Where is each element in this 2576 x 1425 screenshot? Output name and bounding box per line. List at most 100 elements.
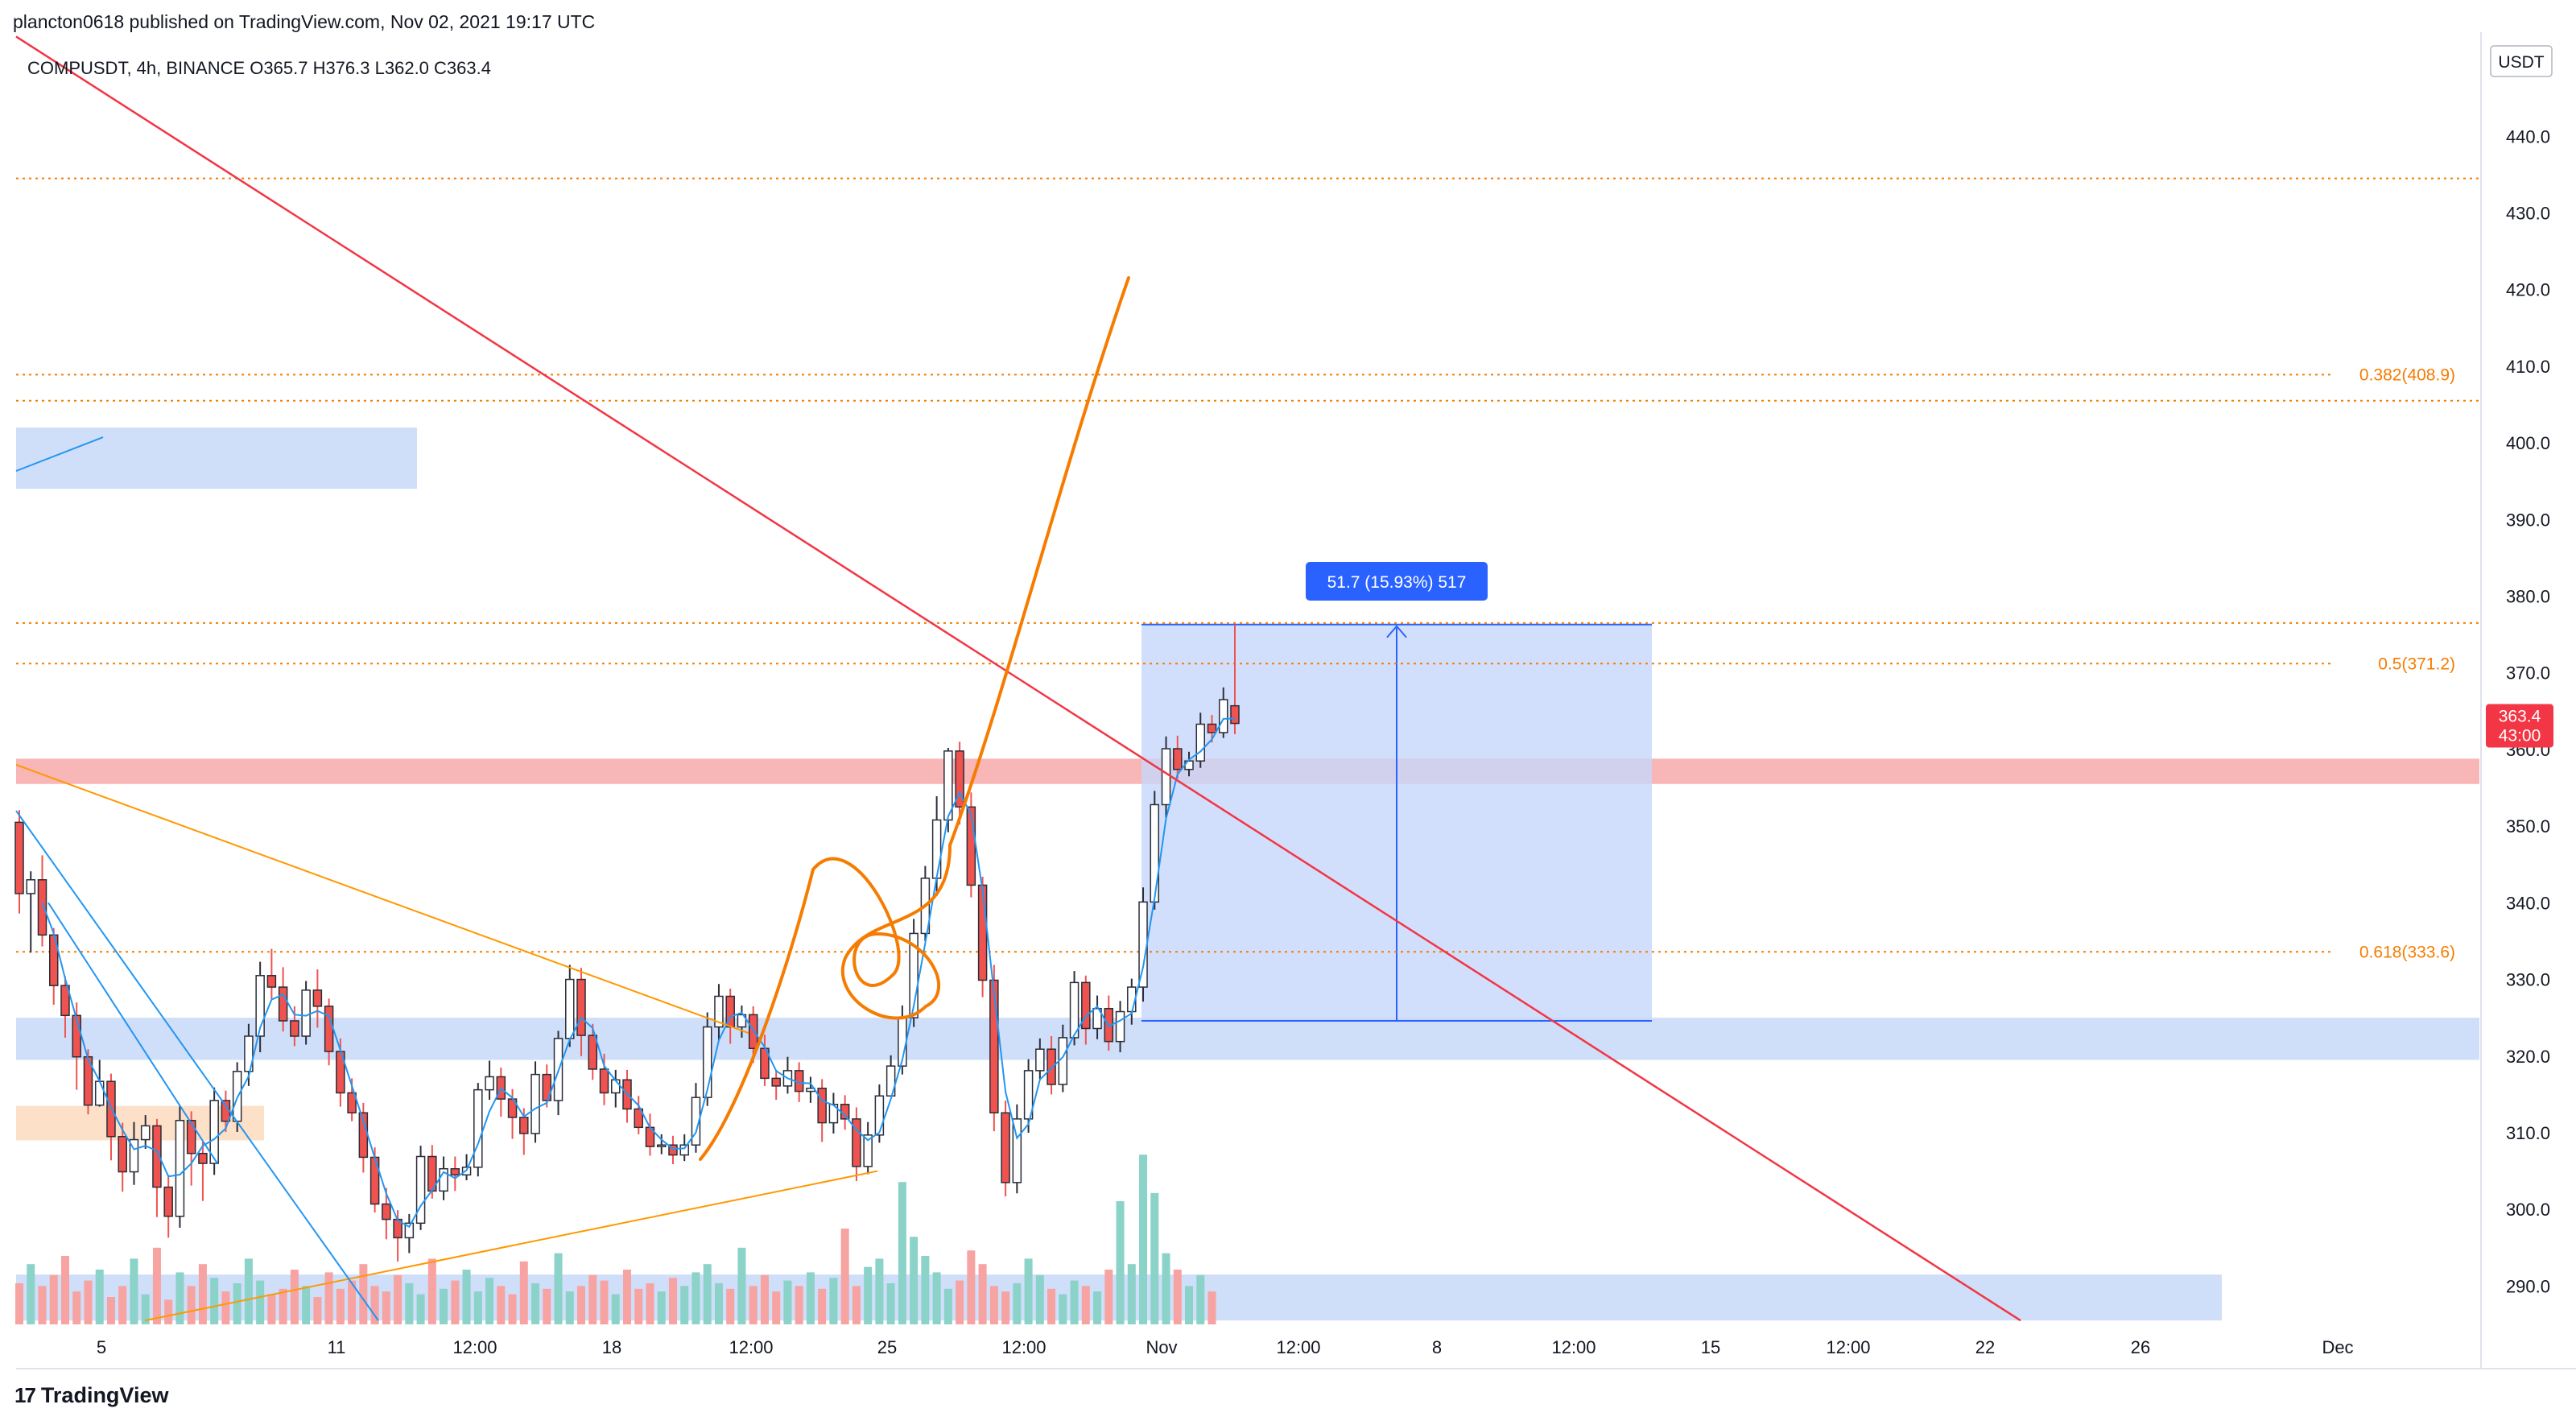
candle[interactable] xyxy=(519,1117,529,1134)
candle[interactable] xyxy=(530,1073,540,1134)
candle[interactable] xyxy=(588,1035,598,1070)
candle[interactable] xyxy=(14,821,24,894)
volume-bar xyxy=(864,1266,873,1324)
candle[interactable] xyxy=(37,879,47,936)
blue-channel-line[interactable] xyxy=(15,810,379,1321)
price-tick-label: 330.0 xyxy=(2506,970,2550,990)
candle[interactable] xyxy=(576,978,586,1036)
last-price-marker[interactable] xyxy=(2486,704,2553,748)
candle[interactable] xyxy=(163,1186,173,1217)
candle[interactable] xyxy=(599,1068,609,1094)
candle[interactable] xyxy=(874,1095,885,1136)
candle[interactable] xyxy=(255,975,265,1037)
blue-channel-line-2[interactable] xyxy=(47,902,218,1164)
volume-bar xyxy=(233,1283,242,1324)
candle[interactable] xyxy=(863,1134,873,1167)
candle[interactable] xyxy=(1195,723,1206,762)
tradingview-logo[interactable]: 17 TradingView xyxy=(14,1383,168,1408)
volume-bar xyxy=(394,1274,402,1324)
candle[interactable] xyxy=(152,1125,162,1188)
candle[interactable] xyxy=(244,1035,254,1072)
candle[interactable] xyxy=(565,978,575,1039)
candle[interactable] xyxy=(473,1088,483,1168)
candle[interactable] xyxy=(679,1144,689,1156)
candle[interactable] xyxy=(1230,704,1240,725)
candle[interactable] xyxy=(668,1144,678,1156)
orange-descending-line[interactable] xyxy=(15,764,749,1035)
candle[interactable] xyxy=(909,932,919,1018)
candle[interactable] xyxy=(312,989,323,1007)
candle[interactable] xyxy=(634,1108,643,1129)
candle[interactable] xyxy=(840,1103,850,1120)
candle[interactable] xyxy=(209,1100,219,1164)
candle[interactable] xyxy=(1081,981,1091,1030)
candle[interactable] xyxy=(175,1119,185,1217)
candle[interactable] xyxy=(1023,1070,1034,1120)
candle[interactable] xyxy=(198,1152,208,1164)
candle[interactable] xyxy=(955,750,964,808)
candle[interactable] xyxy=(977,884,988,981)
candle[interactable] xyxy=(656,1144,667,1147)
candle[interactable] xyxy=(60,985,70,1017)
candle[interactable] xyxy=(290,1020,299,1037)
zone-upper-left[interactable] xyxy=(16,428,417,489)
candle[interactable] xyxy=(278,986,288,1022)
candle[interactable] xyxy=(771,1077,781,1087)
candle[interactable] xyxy=(691,1097,701,1146)
candle[interactable] xyxy=(852,1118,861,1167)
currency-label-box[interactable] xyxy=(2490,45,2553,77)
candle[interactable] xyxy=(382,1203,391,1221)
volume-bar xyxy=(1059,1294,1067,1324)
candle[interactable] xyxy=(186,1119,196,1154)
candle[interactable] xyxy=(1115,1010,1125,1043)
candle[interactable] xyxy=(1046,1048,1056,1085)
volume-bar xyxy=(875,1258,884,1324)
candle[interactable] xyxy=(94,1080,105,1106)
candle[interactable] xyxy=(886,1065,896,1097)
zone-arrow-line[interactable] xyxy=(15,436,104,472)
candle[interactable] xyxy=(129,1138,139,1173)
candle[interactable] xyxy=(140,1125,151,1141)
orange-ascending-line[interactable] xyxy=(144,1170,878,1322)
volume-bar xyxy=(588,1274,597,1324)
tradingview-logo-icon: 17 xyxy=(14,1383,36,1407)
volume-bar xyxy=(611,1294,620,1324)
candle[interactable] xyxy=(118,1135,127,1173)
candle[interactable] xyxy=(450,1167,460,1176)
candle[interactable] xyxy=(1150,803,1160,903)
candle[interactable] xyxy=(266,975,277,988)
candle[interactable] xyxy=(817,1088,827,1124)
candle[interactable] xyxy=(347,1092,357,1113)
candle[interactable] xyxy=(1173,748,1183,770)
zone-support[interactable] xyxy=(16,1018,2479,1060)
red-downtrend-line[interactable] xyxy=(15,35,2021,1322)
candle[interactable] xyxy=(1219,699,1228,733)
hand-drawn-path[interactable] xyxy=(699,276,1130,1161)
candle[interactable] xyxy=(748,1014,758,1049)
candle[interactable] xyxy=(1058,1037,1068,1085)
candle[interactable] xyxy=(989,979,999,1113)
candle[interactable] xyxy=(931,819,942,879)
candle[interactable] xyxy=(1069,981,1080,1039)
candle[interactable] xyxy=(1035,1048,1045,1072)
candle[interactable] xyxy=(301,989,311,1037)
candle[interactable] xyxy=(404,1222,415,1239)
candle[interactable] xyxy=(737,1014,747,1028)
candle[interactable] xyxy=(1207,723,1217,733)
candle[interactable] xyxy=(324,1006,334,1052)
candle[interactable] xyxy=(1012,1118,1022,1183)
candle[interactable] xyxy=(415,1155,426,1225)
candle[interactable] xyxy=(26,879,35,894)
candle[interactable] xyxy=(1092,1007,1102,1030)
candle[interactable] xyxy=(1138,901,1148,988)
candle[interactable] xyxy=(1161,748,1171,806)
candle[interactable] xyxy=(714,995,724,1028)
moving-average-line[interactable] xyxy=(41,717,1236,1229)
candle[interactable] xyxy=(485,1076,494,1091)
candle[interactable] xyxy=(702,1026,712,1098)
volume-bar xyxy=(1162,1253,1170,1324)
volume-bar xyxy=(1104,1270,1113,1324)
candle[interactable] xyxy=(1001,1112,1010,1183)
